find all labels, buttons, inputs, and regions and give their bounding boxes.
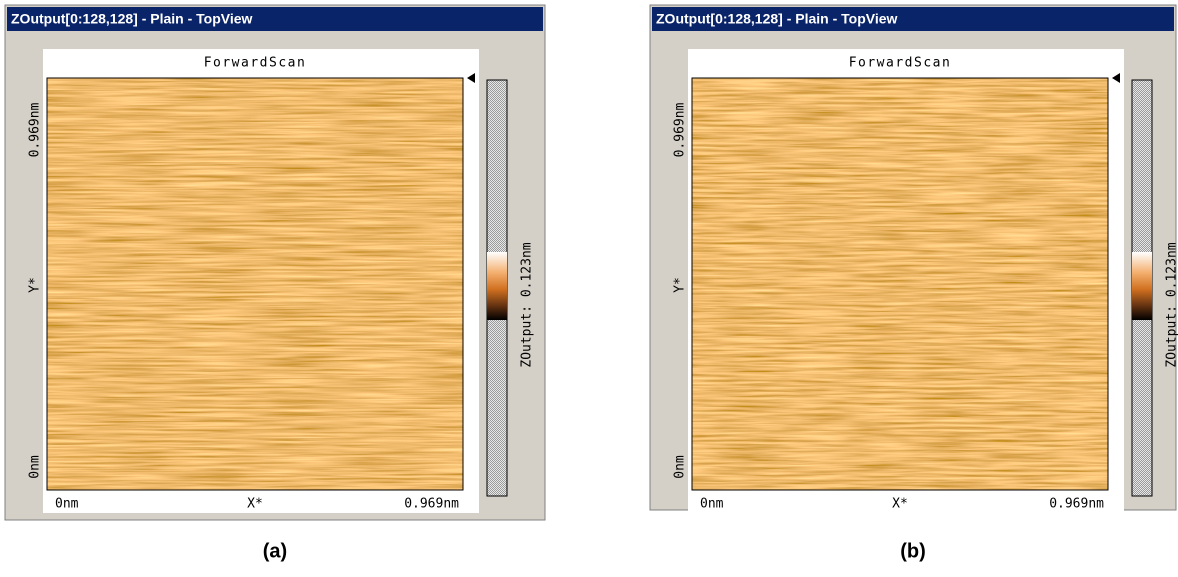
image-title: ForwardScan (849, 56, 952, 71)
window: ZOutput[0:128,128] - Plain - TopView Forw… (650, 5, 1178, 513)
x-axis-label: X* (247, 497, 263, 512)
x-axis-label: X* (892, 497, 908, 512)
x-axis-label: 0.969nm (1049, 497, 1104, 512)
y-axis-label: Y* (673, 277, 688, 293)
colorbar-label: ZOutput: 0.123nm (1165, 242, 1178, 367)
window-title: ZOutput[0:128,128] - Plain - TopView (11, 11, 253, 27)
y-axis-label: 0.969nm (673, 102, 688, 157)
colorbar-scale (487, 252, 507, 320)
x-axis-label: 0nm (700, 497, 724, 512)
x-axis-label: 0.969nm (404, 497, 459, 512)
screenshot: ZOutput[0:128,128] - Plain - TopView Forw… (0, 0, 1178, 577)
y-axis-label: Y* (28, 277, 43, 293)
x-axis-label: 0nm (55, 497, 79, 512)
y-axis-label: 0.969nm (28, 102, 43, 157)
caption: (b) (900, 540, 926, 562)
window: ZOutput[0:128,128] - Plain - TopView Forw… (5, 5, 545, 520)
image-title: ForwardScan (204, 56, 307, 71)
y-axis-label: 0nm (28, 455, 43, 479)
stm-image (47, 78, 463, 490)
colorbar-scale (1132, 252, 1152, 320)
colorbar-label: ZOutput: 0.123nm (520, 242, 535, 367)
stm-image (692, 78, 1108, 490)
y-axis-label: 0nm (673, 455, 688, 479)
caption: (a) (263, 540, 287, 562)
window-title: ZOutput[0:128,128] - Plain - TopView (656, 11, 898, 27)
